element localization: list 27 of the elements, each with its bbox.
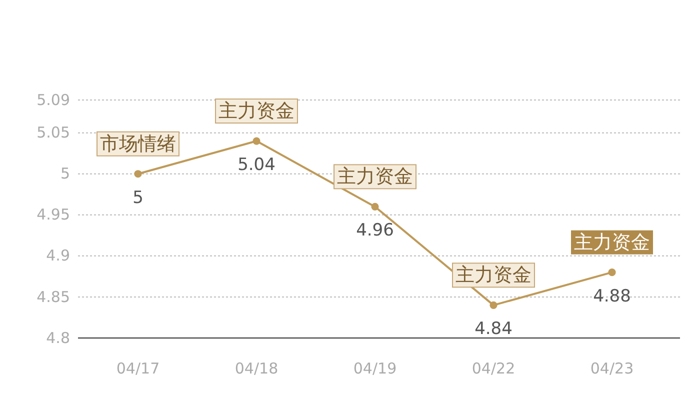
data-label: 5.04 [238,155,276,176]
y-tick-label: 5.09 [36,90,70,109]
y-tick-label: 4.9 [46,246,70,265]
data-label: 5 [132,188,144,208]
point [490,301,498,309]
x-tick-label: 04/23 [590,360,634,378]
point [134,170,142,178]
y-tick-label: 4.85 [36,288,70,306]
data-label: 4.84 [474,319,512,340]
annotation: 主力资金 [218,100,294,122]
x-tick-label: 04/19 [353,360,397,378]
annotation: 主力资金 [574,231,650,254]
annotation: 主力资金 [337,166,413,188]
x-tick-label: 04/18 [234,360,278,378]
y-tick-label: 5.05 [36,124,70,142]
point [371,202,379,210]
x-tick-label: 04/22 [472,360,516,378]
annotation: 市场情绪 [100,132,176,155]
point [608,268,616,276]
data-label: 4.96 [356,220,394,241]
y-tick-label: 5 [60,164,70,183]
annotation: 主力资金 [456,264,532,286]
x-tick-label: 04/17 [116,360,160,378]
y-tick-label: 4.95 [36,206,70,224]
data-label: 4.88 [593,286,631,306]
y-tick-label: 4.8 [46,328,70,347]
point [252,137,260,145]
